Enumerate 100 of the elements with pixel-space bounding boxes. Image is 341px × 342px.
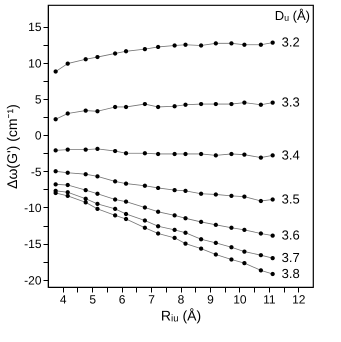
point [242,249,247,254]
point [242,152,247,157]
point [258,102,264,107]
point [95,109,100,114]
point [66,61,70,66]
point [242,194,247,199]
point [198,102,204,106]
point [84,172,88,176]
point [156,152,160,156]
point [172,152,177,156]
point [214,252,218,257]
series-label: 3.6 [282,228,300,243]
point [172,188,177,192]
point [214,153,218,158]
x-tick-label: 7 [148,292,156,306]
point [95,206,100,212]
point [183,216,188,220]
point [124,181,128,186]
point [198,246,204,251]
point [258,198,264,204]
point [242,261,247,266]
x-tick-label: 9 [207,292,214,306]
point [54,117,58,122]
point [270,197,275,202]
point [172,104,177,108]
point [142,218,147,223]
point [113,148,118,154]
point [54,148,58,152]
point [229,245,234,250]
x-axis-title: Rᵢᵤ (Å) [160,308,202,324]
point [183,188,188,193]
point [142,205,147,210]
point [95,146,100,152]
x-tick-label: 10 [233,292,247,306]
point [172,43,177,48]
point [54,169,58,174]
y-tick-label: -5 [30,164,42,179]
y-tick-label: 5 [34,92,42,106]
point [124,216,128,222]
point [183,230,188,235]
point [84,108,88,113]
point [172,236,177,240]
point [214,240,218,246]
y-tick-label: -20 [24,273,42,288]
point [95,192,100,196]
series-label: 3.7 [282,250,300,266]
point [113,51,118,56]
point [172,228,177,232]
point [54,69,58,74]
x-tick-label: 12 [292,292,306,306]
series-label: 3.3 [282,94,300,110]
y-tick-label: 10 [28,56,42,70]
x-tick-label: 5 [89,292,96,306]
point [242,100,247,105]
point [142,151,147,156]
point [142,184,147,188]
point [156,44,160,50]
point [172,213,177,218]
y-tick-label: -10 [24,200,42,215]
point [66,182,70,188]
point [66,170,70,175]
point [198,220,204,224]
point [66,148,70,152]
point [183,152,188,156]
series-label: 3.4 [282,147,300,162]
point [95,202,100,206]
point [113,206,118,212]
point [156,210,160,214]
point [113,197,118,202]
point [124,151,128,156]
point [270,100,275,105]
point [198,152,204,156]
point [270,153,275,158]
point [258,268,264,272]
point [242,42,247,47]
point [124,212,128,216]
point [142,102,147,106]
point [229,226,234,230]
point [229,194,234,198]
x-tick-label: 6 [118,292,126,306]
point [270,256,275,260]
point [183,242,188,246]
point [156,231,160,236]
point [124,200,128,204]
x-tick-label: 4 [60,292,67,306]
point [183,102,188,107]
legend-title: Dᵤ (Å) [274,8,310,23]
point [214,102,218,106]
point [198,237,204,242]
point [258,253,264,258]
point [124,104,128,110]
point [214,41,218,46]
point [84,148,88,152]
y-tick-label: 15 [28,20,42,34]
point [242,228,247,232]
point [198,192,204,196]
x-tick-label: 11 [263,292,276,306]
point [198,43,204,48]
point [270,40,275,45]
point [229,152,234,156]
